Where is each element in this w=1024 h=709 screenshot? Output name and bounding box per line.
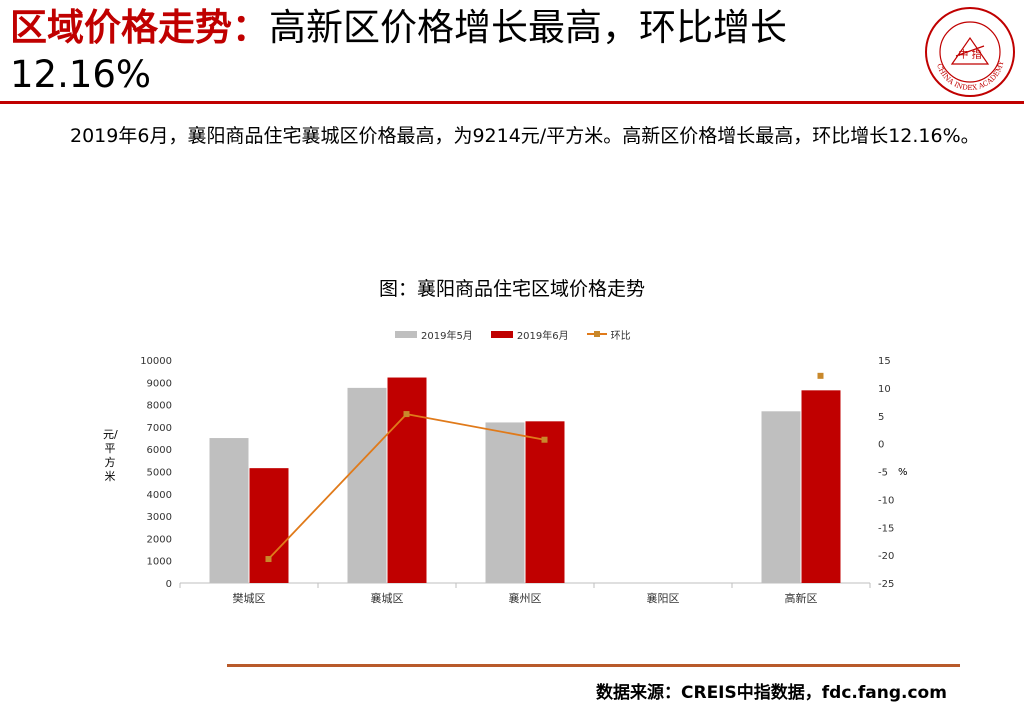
bar-2019-05: [347, 387, 387, 583]
legend-item-mom: 环比: [586, 327, 631, 342]
bar-2019-06: [387, 377, 427, 583]
y-right-tick-label: -25: [878, 579, 894, 590]
bar-2019-05: [485, 422, 525, 583]
summary-paragraph: 2019年6月，襄阳商品住宅襄城区价格最高，为9214元/平方米。高新区价格增长…: [70, 125, 980, 147]
chart-title: 图：襄阳商品住宅区域价格走势: [378, 278, 645, 300]
y-right-tick-label: -15: [878, 523, 894, 534]
legend-swatch-may: [395, 330, 417, 338]
legend-item-june: 2019年6月: [490, 327, 569, 342]
footer-divider: [227, 664, 960, 667]
x-tick-label: 樊城区: [233, 591, 266, 605]
mom-point: [817, 372, 824, 379]
legend-label-mom: 环比: [610, 330, 631, 342]
bar-2019-06: [525, 421, 565, 583]
y-axis-label: 元/平方米: [103, 428, 118, 483]
y-tick-label: 1000: [147, 557, 172, 568]
y-tick-label: 5000: [147, 468, 172, 479]
legend-swatch-june: [490, 330, 513, 338]
y-right-tick-label: 15: [878, 356, 891, 367]
mom-point: [541, 436, 548, 443]
title-rest: 高新区价格增长最高，环比增长12.16%: [10, 6, 787, 96]
china-index-academy-logo: 中 指 CHINA INDEX ACADEMY: [925, 7, 1015, 97]
y-right-tick-label: 0: [878, 440, 884, 451]
y-tick-label: 7000: [147, 423, 172, 434]
bar-2019-05: [209, 438, 249, 583]
bar-2019-06: [801, 390, 841, 583]
y-tick-label: 6000: [147, 445, 172, 456]
x-tick-label: 襄阳区: [647, 591, 680, 605]
bar-2019-06: [249, 468, 289, 583]
bar-2019-05: [761, 411, 801, 583]
y-right-tick-label: -10: [878, 495, 894, 506]
y-right-tick-label: 5: [878, 412, 884, 423]
mom-line-segment: [406, 413, 545, 441]
y-axis-right-label: %: [898, 467, 908, 478]
y-right-tick-label: -20: [878, 551, 894, 562]
mom-line-segment: [267, 413, 408, 560]
y-right-tick-label: -5: [878, 468, 888, 479]
legend-label-may: 2019年5月: [421, 330, 473, 342]
y-tick-label: 0: [166, 579, 172, 590]
y-tick-label: 8000: [147, 401, 172, 412]
logo-center-text: 中 指: [958, 48, 981, 61]
legend-item-may: 2019年5月: [395, 327, 473, 342]
title-highlight: 区域价格走势：: [10, 6, 269, 49]
mom-point: [265, 556, 272, 563]
y-tick-label: 3000: [147, 512, 172, 523]
legend-label-june: 2019年6月: [516, 330, 569, 342]
x-tick-label: 高新区: [785, 591, 818, 605]
x-tick-label: 襄城区: [371, 591, 404, 605]
y-tick-label: 2000: [147, 534, 172, 545]
y-tick-label: 9000: [147, 378, 172, 389]
y-tick-label: 10000: [140, 356, 172, 367]
header-divider: [0, 101, 1024, 104]
data-source: 数据来源：CREIS中指数据，fdc.fang.com: [596, 683, 947, 703]
mom-point: [403, 411, 410, 418]
page-title: 区域价格走势：高新区价格增长最高，环比增长12.16%: [10, 4, 915, 98]
y-tick-label: 4000: [147, 490, 172, 501]
legend-swatch-mom: [586, 331, 607, 337]
y-right-tick-label: 10: [878, 384, 891, 395]
x-tick-label: 襄州区: [509, 591, 542, 605]
chart-legend: 2019年5月 2019年6月 环比: [395, 326, 649, 342]
